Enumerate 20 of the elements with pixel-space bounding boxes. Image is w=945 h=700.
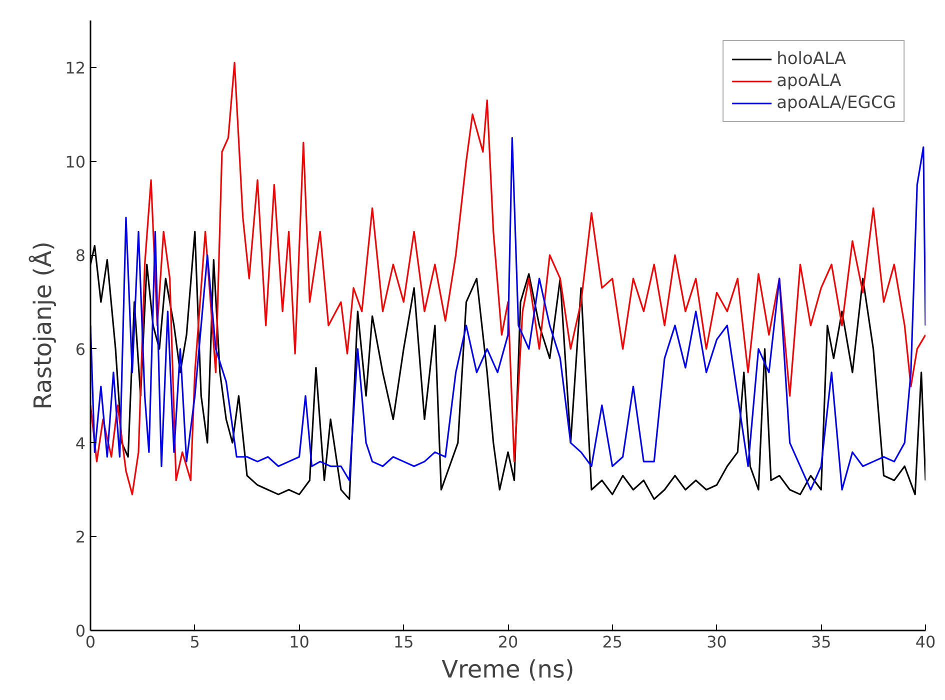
legend-label: apoALA/EGCG (776, 93, 896, 113)
x-tick-label: 5 (190, 632, 200, 652)
x-tick-label: 10 (289, 632, 310, 652)
legend-label: apoALA (776, 71, 842, 91)
x-tick-label: 25 (602, 632, 623, 652)
x-tick-label: 40 (915, 632, 936, 652)
y-axis-title: Rastojanje (Å) (28, 241, 58, 410)
legend-label: holoALA (776, 49, 846, 69)
y-tick-label: 6 (75, 340, 86, 359)
y-tick-label: 10 (65, 152, 86, 172)
x-tick-label: 20 (498, 632, 518, 652)
y-tick-label: 8 (75, 246, 86, 266)
x-tick-label: 15 (393, 632, 414, 652)
y-tick-label: 12 (65, 58, 86, 78)
x-tick-label: 30 (706, 632, 727, 652)
line-series (90, 137, 926, 491)
x-axis-title: Vreme (ns) (442, 656, 574, 684)
x-tick-label: 35 (810, 632, 832, 652)
y-tick-label: 4 (75, 434, 86, 453)
y-tick-label: 2 (75, 528, 86, 547)
